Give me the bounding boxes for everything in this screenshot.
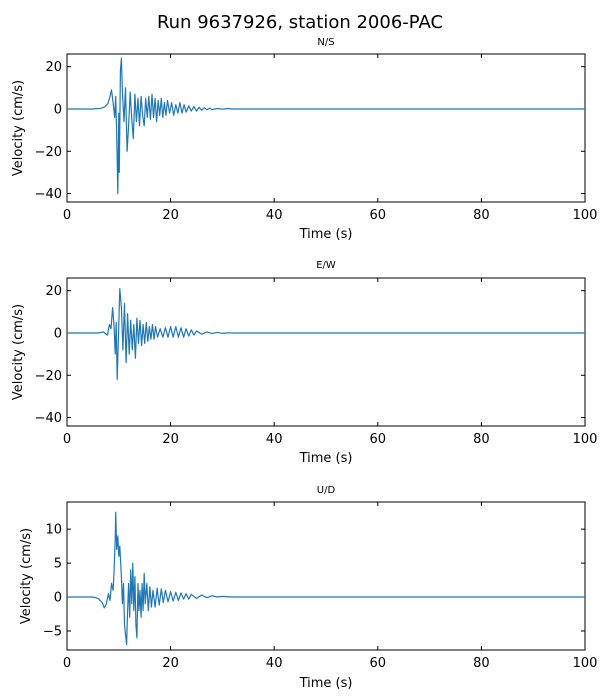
velocity-line [67, 511, 585, 646]
x-tick-label: 80 [473, 208, 490, 223]
panel-title: U/D [317, 485, 336, 496]
y-tick-label: 0 [54, 102, 62, 117]
y-tick-label: −20 [35, 369, 62, 384]
x-tick-label: 100 [573, 208, 598, 223]
x-tick-label: 60 [370, 656, 387, 671]
x-tick-label: 40 [266, 432, 283, 447]
panel-title: E/W [316, 260, 336, 271]
velocity-line [67, 57, 585, 195]
x-tick-label: 0 [63, 208, 71, 223]
panel-ud: U/D 0 20 40 60 80 100 −5 0 5 10 Time (s) Velocity… [19, 485, 597, 691]
y-tick-label: 20 [45, 284, 62, 299]
y-axis-label: Velocity (cm/s) [11, 304, 26, 400]
panel-ew: E/W 0 20 40 60 80 100 −40 −20 0 20 Time (s) Veloc… [11, 260, 597, 466]
x-tick-label: 20 [162, 432, 179, 447]
y-tick-label: 10 [45, 523, 62, 538]
y-tick-label: −5 [43, 624, 62, 639]
panel-ns: N/S 0 20 40 60 80 100 −40 −20 0 20 Time (s) Veloc… [11, 37, 597, 242]
y-axis-label: Velocity (cm/s) [19, 528, 34, 624]
y-tick-label: 5 [54, 557, 62, 572]
y-tick-label: 0 [54, 326, 62, 341]
x-tick-label: 100 [573, 432, 598, 447]
y-tick-label: 20 [45, 60, 62, 75]
plot-frame [66, 53, 586, 203]
y-tick-label: −20 [35, 145, 62, 160]
x-tick-label: 20 [162, 208, 179, 223]
plot-frame [66, 501, 586, 651]
y-axis-label: Velocity (cm/s) [11, 80, 26, 176]
x-tick-label: 100 [573, 656, 598, 671]
y-tick-label: −40 [35, 411, 62, 426]
x-tick-label: 20 [162, 656, 179, 671]
y-tick-label: −40 [35, 187, 62, 202]
x-tick-label: 0 [63, 656, 71, 671]
figure-title: Run 9637926, station 2006-PAC [157, 12, 443, 33]
x-tick-label: 40 [266, 656, 283, 671]
plot-frame [66, 277, 586, 427]
x-axis-label: Time (s) [299, 676, 353, 691]
velocity-line [67, 288, 585, 381]
x-tick-label: 60 [370, 432, 387, 447]
x-tick-label: 80 [473, 432, 490, 447]
x-axis-label: Time (s) [299, 227, 353, 242]
x-tick-label: 40 [266, 208, 283, 223]
tick-layer: 0 20 40 60 80 100 −40 −20 0 20 [35, 278, 598, 447]
x-axis-label: Time (s) [299, 451, 353, 466]
panel-title: N/S [317, 37, 334, 48]
y-tick-label: 0 [54, 591, 62, 606]
tick-layer: 0 20 40 60 80 100 −40 −20 0 20 [35, 54, 598, 223]
x-tick-label: 60 [370, 208, 387, 223]
x-tick-label: 80 [473, 656, 490, 671]
x-tick-label: 0 [63, 432, 71, 447]
tick-layer: 0 20 40 60 80 100 −5 0 5 10 [43, 502, 598, 671]
